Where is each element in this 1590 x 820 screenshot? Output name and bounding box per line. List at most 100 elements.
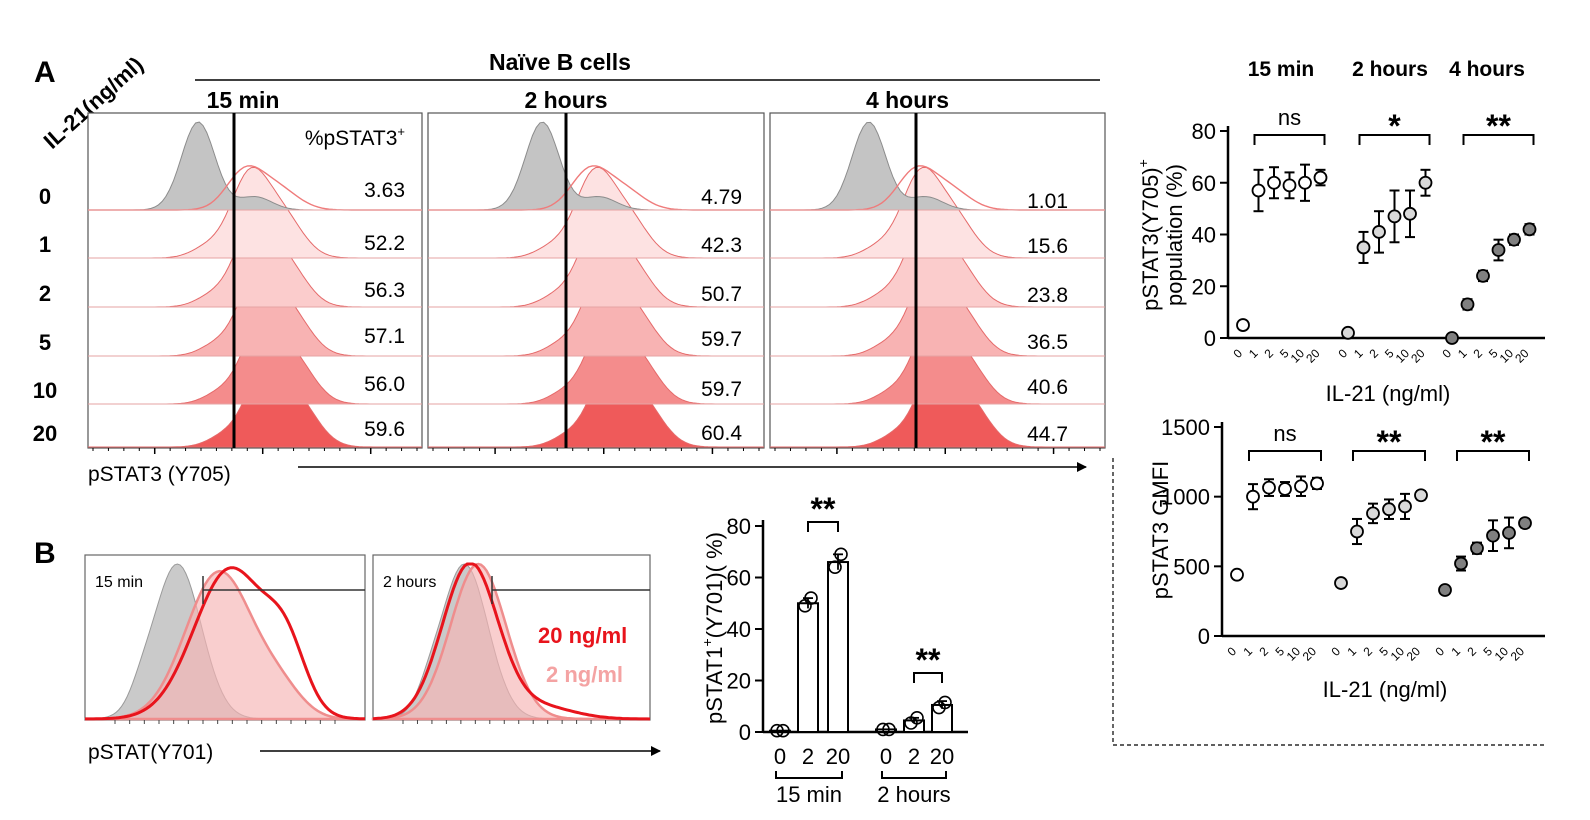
significance-label: *: [1388, 108, 1401, 144]
histogram-curve-20ngml: [372, 562, 651, 721]
percent-value: 59.7: [701, 378, 742, 401]
data-point: [1298, 175, 1312, 190]
data-point: [1294, 479, 1308, 494]
dashed-divider: [1112, 458, 1545, 746]
x-tick-label: 2: [1256, 644, 1271, 659]
histogram-time-label: 15 min: [95, 574, 143, 591]
significance-bracket: [1352, 450, 1426, 461]
significance-bracket: [807, 521, 839, 532]
significance-label: **: [1377, 424, 1402, 460]
percent-value: 56.3: [364, 279, 405, 302]
y-tick-label: 60: [727, 566, 751, 591]
pstat3-axis-label: pSTAT3 (Y705): [88, 463, 231, 486]
x-tick-label: 2: [1360, 644, 1375, 659]
percent-value: 60.4: [701, 422, 742, 445]
percent-value: 15.6: [1027, 235, 1068, 258]
data-point: [1356, 240, 1371, 255]
timepoint-title: 2 hours: [524, 87, 607, 113]
data-point: [1372, 225, 1386, 239]
bar: [827, 561, 849, 733]
y-axis-label: pSTAT3(Y705)+population (%): [1135, 159, 1187, 311]
x-tick-label: 0: [1439, 346, 1454, 361]
data-point: [1518, 516, 1532, 531]
replicate-point: [938, 695, 952, 710]
significance-bracket: [1253, 134, 1326, 145]
data-point: [1310, 476, 1324, 491]
x-tick-label: 0: [1328, 644, 1343, 659]
x-tick-label: 20: [826, 744, 850, 769]
dose-label: 5: [39, 330, 51, 355]
x-tick-label: 2: [1366, 346, 1381, 361]
y-tick-label: 20: [1192, 274, 1216, 299]
y-tick-label: 80: [1192, 119, 1216, 144]
dose-labels: 0 1 2 5 10 20: [33, 184, 57, 446]
data-point: [1366, 506, 1380, 521]
bar: [797, 602, 819, 733]
replicate-point: [770, 723, 784, 738]
y-axis-label: pSTAT3 GMFI: [1148, 461, 1173, 600]
bar: [931, 703, 953, 734]
percent-value: 56.0: [364, 373, 405, 396]
replicate-point: [828, 560, 842, 575]
significance-bracket: [1462, 134, 1535, 145]
histogram-panel: 2 hours 4.79 42.3 50.7 59.7 59.7 60.4: [427, 87, 765, 454]
significance-bracket: [1358, 134, 1431, 145]
timepoint-title: 15 min: [207, 87, 280, 113]
data-point: [1502, 525, 1516, 540]
histogram-panel: 15 min 3.63 52.2 56.3 57.1 56.0 59.6 %pSTAT3+: [87, 87, 423, 454]
legend-20ngml: 20 ng/ml: [538, 623, 627, 648]
pstat1-histogram-panel: 15 min: [84, 554, 366, 724]
data-point: [1282, 178, 1297, 193]
x-tick-label: 1: [1246, 346, 1261, 361]
x-tick-label: 0: [1230, 346, 1245, 361]
pstat1-histogram-panel: 2 hours: [371, 554, 651, 724]
x-tick-label: 2: [1464, 644, 1479, 659]
x-tick-label: 1: [1240, 644, 1255, 659]
percent-value: 40.6: [1027, 376, 1068, 399]
x-tick-label: 0: [880, 744, 892, 769]
pstat1-histograms: 15 min 2 hours: [84, 554, 651, 724]
group-bracket: [775, 771, 843, 779]
replicate-point: [876, 722, 890, 737]
y-tick-label: 500: [1173, 554, 1210, 579]
data-point: [1236, 318, 1250, 332]
data-point: [1398, 499, 1412, 514]
group-label: 15 min: [776, 782, 842, 807]
data-point: [1262, 480, 1276, 495]
percent-value: 44.7: [1027, 423, 1068, 446]
x-tick-label: 0: [1335, 346, 1350, 361]
dose-label: 10: [33, 378, 57, 403]
panel-b-letter: B: [34, 537, 56, 570]
data-point: [1418, 175, 1433, 190]
data-point: [1438, 583, 1452, 597]
x-tick-label: 20: [1508, 644, 1528, 664]
x-tick-label: 1: [1344, 644, 1359, 659]
data-point: [1403, 206, 1417, 221]
data-point: [1522, 222, 1537, 237]
percent-value: 50.7: [701, 283, 742, 306]
x-tick-label: 2: [1261, 346, 1276, 361]
time-headers: 15 min 2 hours 4 hours: [1248, 58, 1525, 81]
naive-b-title: Naïve B cells: [489, 49, 631, 75]
data-point: [1460, 297, 1475, 312]
significance-label: **: [1481, 424, 1506, 460]
y-tick-label: 20: [727, 669, 751, 694]
replicate-point: [804, 591, 818, 605]
x-tick-label: 2: [1470, 346, 1485, 361]
x-tick-label: 20: [930, 744, 954, 769]
significance-label: **: [811, 491, 836, 527]
data-point: [1246, 489, 1260, 504]
data-point: [1445, 331, 1459, 345]
data-point: [1476, 268, 1490, 283]
legend-2ngml: 2 ng/ml: [546, 662, 623, 687]
data-point: [1313, 170, 1328, 185]
replicate-point: [776, 723, 790, 738]
data-point: [1470, 541, 1484, 556]
y-tick-label: 0: [1204, 326, 1216, 351]
data-point: [1278, 482, 1292, 496]
data-point: [1341, 325, 1355, 340]
timepoint-title: 4 hours: [866, 87, 949, 113]
percent-value: 36.5: [1027, 331, 1068, 354]
